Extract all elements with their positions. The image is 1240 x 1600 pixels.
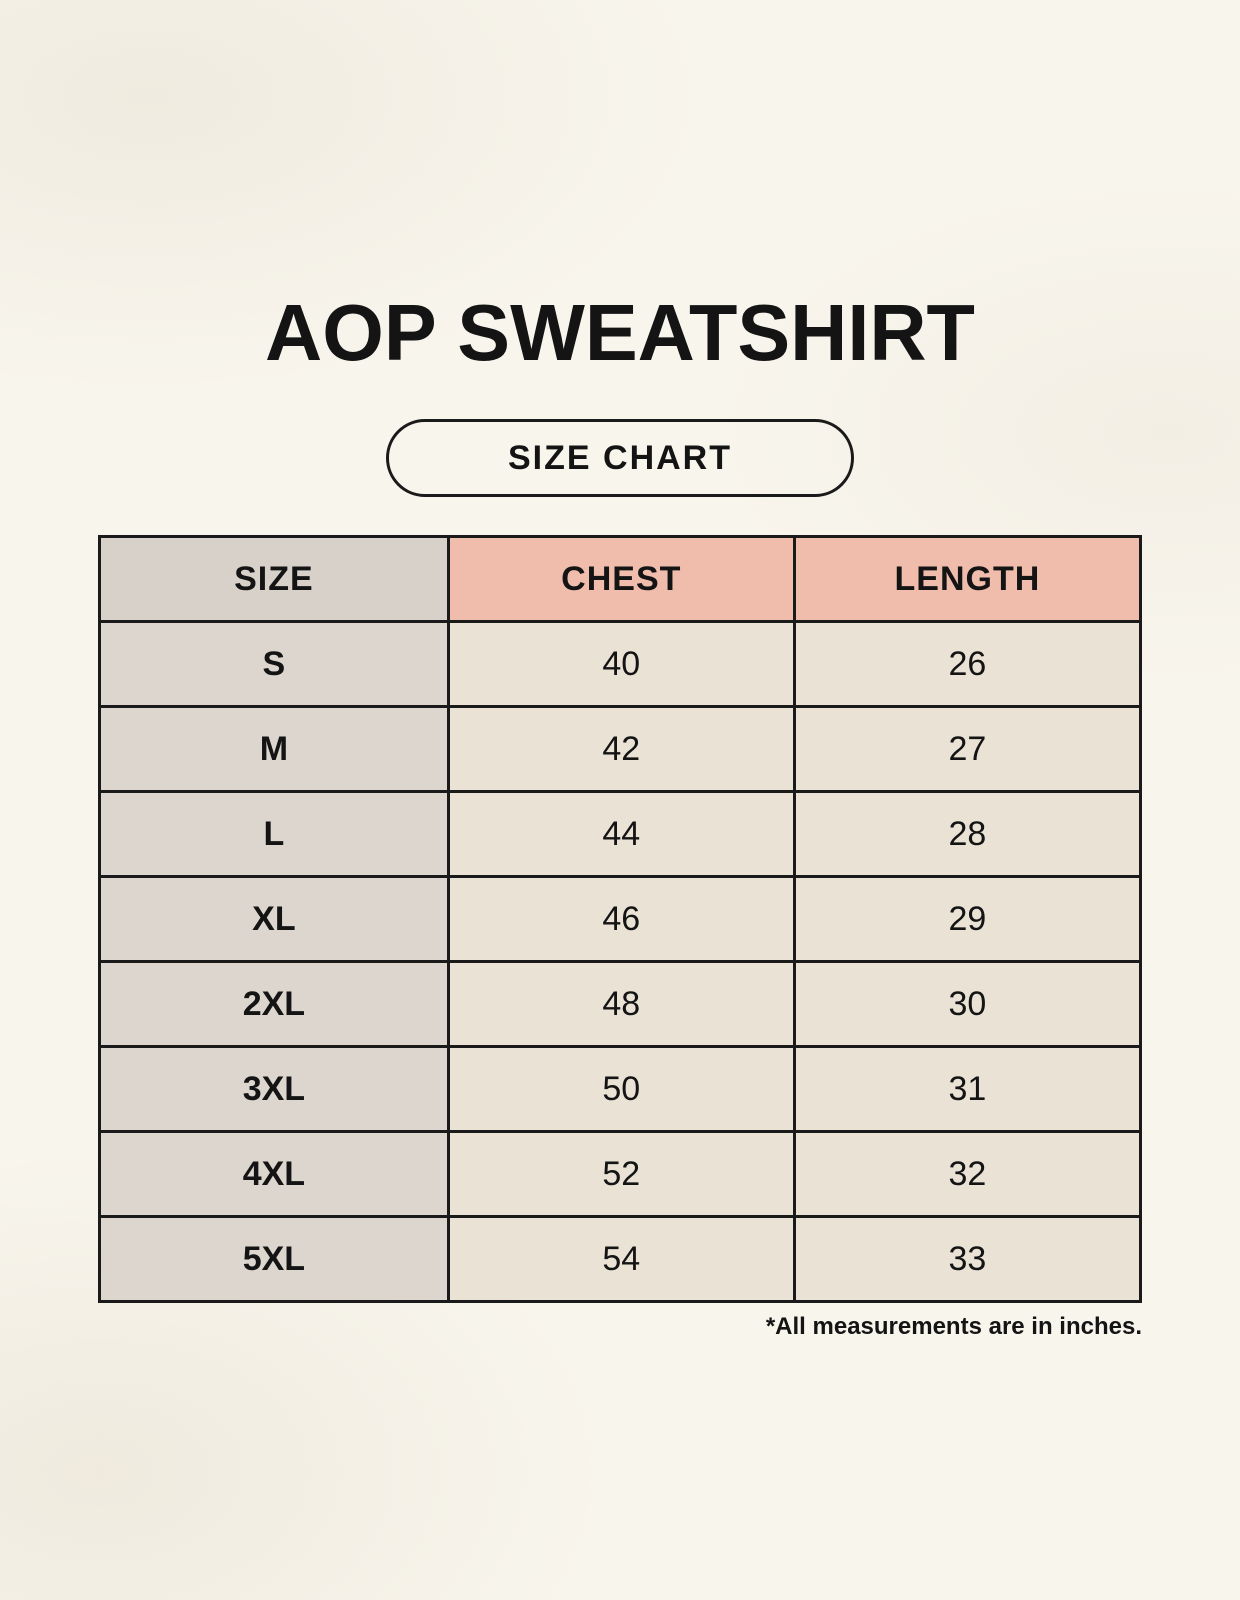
table-row: S 40 26 [98,620,1143,708]
chest-cell: 42 [446,705,796,793]
length-cell: 28 [792,790,1143,878]
length-cell: 31 [792,1045,1143,1133]
chest-cell: 52 [446,1130,796,1218]
size-cell: L [98,790,450,878]
length-cell: 27 [792,705,1143,793]
table-row: 4XL 52 32 [98,1130,1143,1218]
measurement-footnote: *All measurements are in inches. [765,1313,1142,1340]
size-table: SIZE CHEST LENGTH S 40 26 M 42 27 L 44 28 XL 46 29 2… [98,535,1143,1303]
column-header-size: SIZE [98,535,450,623]
size-chart-badge-label: SIZE CHART [508,438,732,477]
length-cell: 29 [792,875,1143,963]
size-cell: S [98,620,450,708]
size-table-header-row: SIZE CHEST LENGTH [98,535,1143,623]
length-cell: 32 [792,1130,1143,1218]
length-cell: 33 [792,1215,1143,1303]
table-row: 2XL 48 30 [98,960,1143,1048]
chest-cell: 48 [446,960,796,1048]
size-cell: 4XL [98,1130,450,1218]
chest-cell: 54 [446,1215,796,1303]
column-header-length: LENGTH [792,535,1143,623]
table-row: L 44 28 [98,790,1143,878]
page-title: AOP SWEATSHIRT [265,288,975,377]
size-cell: XL [98,875,450,963]
length-cell: 30 [792,960,1143,1048]
size-cell: 5XL [98,1215,450,1303]
chest-cell: 44 [446,790,796,878]
table-row: M 42 27 [98,705,1143,793]
size-chart-badge: SIZE CHART [386,419,854,497]
chest-cell: 46 [446,875,796,963]
table-row: 5XL 54 33 [98,1215,1143,1303]
table-row: 3XL 50 31 [98,1045,1143,1133]
size-cell: 3XL [98,1045,450,1133]
size-cell: 2XL [98,960,450,1048]
length-cell: 26 [792,620,1143,708]
chest-cell: 50 [446,1045,796,1133]
chest-cell: 40 [446,620,796,708]
size-table-body: S 40 26 M 42 27 L 44 28 XL 46 29 2XL 48 30 3XL 50 31 4XL 52… [98,620,1143,1303]
table-row: XL 46 29 [98,875,1143,963]
size-cell: M [98,705,450,793]
column-header-chest: CHEST [446,535,796,623]
